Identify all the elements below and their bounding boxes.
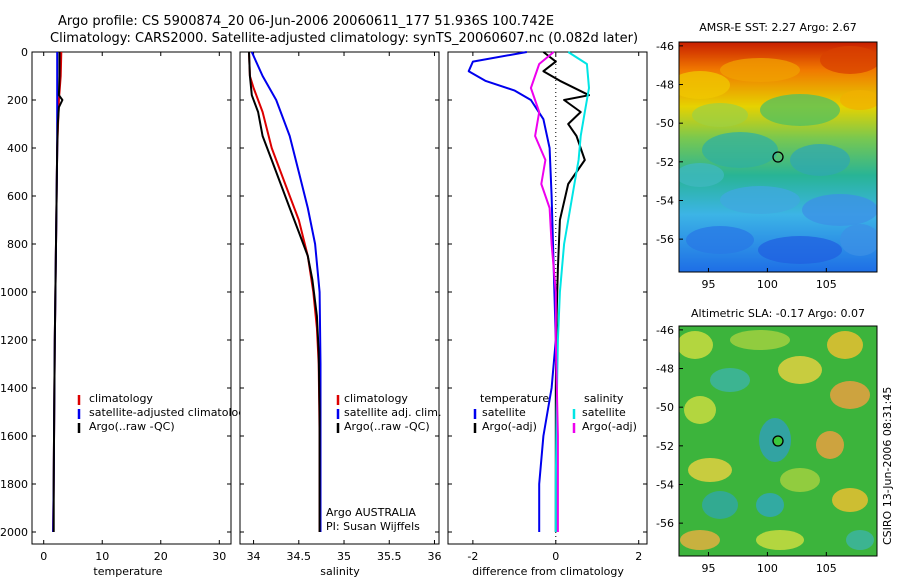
difference-x-label: difference from climatology — [472, 565, 624, 578]
difference-legend-salinity-head: salinity — [584, 392, 624, 405]
map-lat-tick-label: -48 — [656, 363, 674, 376]
series-line-temperature-satellite — [467, 51, 557, 532]
map-lon-tick-label: 105 — [816, 562, 837, 575]
timestamp-label: CSIRO 13-Jun-2006 08:31:45 — [881, 387, 894, 545]
sla-map-title: Altimetric SLA: -0.17 Argo: 0.07 — [691, 307, 865, 320]
difference-panel: -2 0 2 difference from climatology tempera… — [447, 51, 648, 578]
temperature-panel: 0 200 400 600 800 1000 1200 1400 1600 1800 2000 0 10… — [0, 46, 252, 578]
map-lat-tick-label: -50 — [656, 117, 674, 130]
map-lat-tick-label: -52 — [656, 156, 674, 169]
salinity-credit-pi: PI: Susan Wijffels — [326, 520, 420, 533]
difference-x-tick-label: 0 — [552, 550, 559, 563]
figure-title-line2: Climatology: CARS2000. Satellite-adjuste… — [50, 31, 638, 46]
difference-legend-sal-satellite: satellite — [582, 406, 626, 419]
depth-tick-label: 2000 — [0, 526, 28, 539]
depth-tick-label: 600 — [7, 190, 28, 203]
depth-tick-label: 1000 — [0, 286, 28, 299]
map-lat-tick-label: -56 — [656, 233, 674, 246]
salinity-x-tick-label: 34 — [247, 550, 261, 563]
temperature-legend-climatology: climatology — [89, 392, 153, 405]
depth-tick-label: 800 — [7, 238, 28, 251]
sst-map: AMSR-E SST: 2.27 Argo: 2.67 -46 -48 -50 -52… — [656, 21, 878, 291]
temperature-legend-argo: Argo(..raw -QC) — [89, 420, 175, 433]
salinity-x-tick-label: 34.5 — [287, 550, 312, 563]
sst-map-frame — [678, 41, 878, 273]
map-lat-tick-label: -48 — [656, 79, 674, 92]
map-lat-tick-label: -54 — [656, 478, 674, 491]
map-lon-tick-label: 95 — [701, 278, 715, 291]
depth-tick-label: 400 — [7, 142, 28, 155]
depth-tick-label: 1400 — [0, 382, 28, 395]
salinity-x-tick-label: 35 — [337, 550, 351, 563]
map-lat-tick-label: -54 — [656, 194, 674, 207]
series-line-satellite-adj-clim- — [250, 51, 322, 532]
map-lat-tick-label: -56 — [656, 517, 674, 530]
map-lat-tick-label: -46 — [656, 324, 674, 337]
depth-tick-label: 1600 — [0, 430, 28, 443]
temperature-axes-frame — [31, 51, 232, 545]
temperature-legend: climatology satellite-adjusted climatolo… — [77, 392, 252, 433]
salinity-panel: 34 34.5 35 35.5 36 salinity climatology sate… — [239, 51, 441, 578]
map-lon-tick-label: 100 — [757, 562, 778, 575]
map-lon-tick-label: 105 — [816, 278, 837, 291]
salinity-credit-argo: Argo AUSTRALIA — [326, 506, 416, 519]
figure-title-line1: Argo profile: CS 5900874_20 06-Jun-2006 … — [58, 14, 554, 29]
difference-x-tick-label: -2 — [467, 550, 478, 563]
difference-legend-temperature-head: temperature — [480, 392, 549, 405]
map-lon-tick-label: 95 — [701, 562, 715, 575]
temperature-x-tick-label: 10 — [95, 550, 109, 563]
salinity-x-tick-label: 35.5 — [377, 550, 402, 563]
series-line-salinity-argo-adj- — [529, 51, 559, 532]
map-lon-tick-label: 100 — [757, 278, 778, 291]
salinity-x-tick-label: 36 — [427, 550, 441, 563]
difference-legend-temp-argo: Argo(-adj) — [482, 420, 537, 433]
difference-axes-frame — [447, 51, 648, 545]
sst-argo-location-marker — [772, 151, 784, 163]
difference-legend-temp-satellite: satellite — [482, 406, 526, 419]
series-line-argo-raw-qc- — [52, 52, 64, 532]
depth-tick-label: 0 — [21, 46, 28, 59]
salinity-legend-satellite: satellite adj. clim. — [344, 406, 441, 419]
map-lat-tick-label: -52 — [656, 440, 674, 453]
salinity-legend-climatology: climatology — [344, 392, 408, 405]
sst-map-title: AMSR-E SST: 2.27 Argo: 2.67 — [699, 21, 857, 34]
map-lat-tick-label: -50 — [656, 401, 674, 414]
salinity-legend-argo: Argo(..raw -QC) — [344, 420, 430, 433]
sla-map: Altimetric SLA: -0.17 Argo: 0.07 -46 -48 -… — [656, 307, 878, 575]
sla-map-frame — [678, 325, 878, 557]
series-line-argo-raw-qc- — [248, 51, 321, 532]
temperature-legend-satellite: satellite-adjusted climatology — [89, 406, 252, 419]
difference-legend-sal-argo: Argo(-adj) — [582, 420, 637, 433]
depth-tick-label: 1800 — [0, 478, 28, 491]
salinity-axes-frame — [239, 51, 440, 545]
sla-argo-location-marker — [772, 435, 784, 447]
temperature-x-label: temperature — [93, 565, 162, 578]
depth-tick-label: 1200 — [0, 334, 28, 347]
temperature-x-tick-label: 0 — [40, 550, 47, 563]
temperature-x-tick-label: 20 — [154, 550, 168, 563]
salinity-legend: climatology satellite adj. clim. Argo(..… — [336, 392, 441, 433]
depth-tick-label: 200 — [7, 94, 28, 107]
temperature-x-tick-label: 30 — [212, 550, 226, 563]
difference-x-tick-label: 2 — [635, 550, 642, 563]
map-lat-tick-label: -46 — [656, 40, 674, 53]
salinity-x-label: salinity — [320, 565, 360, 578]
difference-legend: temperature salinity satellite Argo(-adj… — [473, 392, 637, 433]
